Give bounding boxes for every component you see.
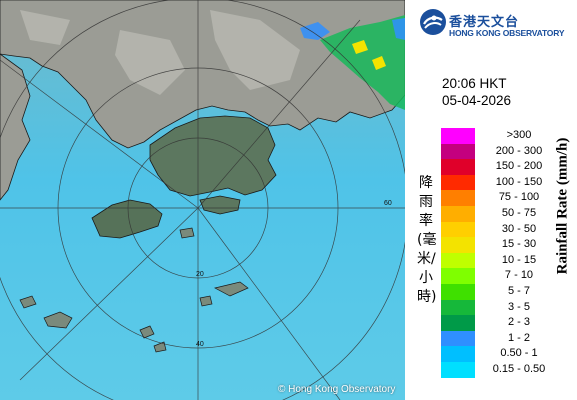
- org-name-en: HONG KONG OBSERVATORY: [449, 28, 565, 38]
- legend-swatch: [441, 283, 475, 300]
- legend-swatch: [441, 330, 475, 347]
- legend-label: 0.15 - 0.50: [492, 362, 546, 375]
- legend-swatch: [441, 174, 475, 191]
- legend-swatch: [441, 268, 475, 284]
- outlying-islands: [19, 227, 249, 353]
- hko-logo-icon: [420, 9, 446, 35]
- legend-swatch: [441, 237, 475, 253]
- rain-light-blue: [300, 18, 405, 40]
- legend-label: 0.50 - 1: [500, 347, 538, 360]
- legend-label: 2 - 3: [507, 316, 530, 329]
- legend-swatch: [441, 315, 475, 331]
- copyright-notice: © Hong Kong Observatory: [278, 384, 396, 395]
- legend-title-en: Rainfall Rate (mm/h): [554, 137, 571, 275]
- legend-swatch: [441, 128, 475, 144]
- range-label-20: 20: [196, 271, 204, 278]
- legend-label: 1 - 2: [507, 331, 530, 344]
- hong-kong-island: [199, 195, 241, 215]
- legend-label: 150 - 200: [495, 160, 543, 173]
- legend-label: >300: [506, 129, 532, 141]
- legend-label: 75 - 100: [498, 191, 540, 204]
- hko-logo: 香港天文台 HONG KONG OBSERVATORY: [419, 8, 569, 38]
- legend-swatches: [441, 128, 475, 378]
- timestamp-time: 20:06 HKT: [442, 76, 507, 91]
- org-name-zh: 香港天文台: [449, 15, 520, 30]
- hong-kong-core: [149, 115, 277, 197]
- radar-map: 20 40 60 © Hong Kong Observatory: [0, 0, 405, 400]
- legend-swatch: [441, 221, 475, 238]
- range-rings: [0, 0, 405, 400]
- lantau-island: [91, 199, 163, 239]
- range-label-60: 60: [384, 200, 392, 207]
- legend-label: 15 - 30: [501, 238, 537, 251]
- range-label-40: 40: [196, 341, 204, 348]
- rain-band-northeast: [320, 15, 405, 110]
- radar-map-canvas: 20 40 60: [0, 0, 405, 400]
- legend-swatch: [441, 252, 475, 269]
- timestamp-date: 05-04-2026: [442, 93, 512, 108]
- land-texture: [20, 10, 300, 95]
- legend-label: 100 - 150: [495, 175, 543, 188]
- legend-swatch: [441, 143, 475, 160]
- legend-label: 50 - 75: [501, 206, 537, 219]
- legend-swatch: [441, 346, 475, 362]
- legend-swatch: [441, 205, 475, 222]
- legend-swatch: [441, 190, 475, 206]
- legend-labels: >300 200 - 300 150 - 200 100 - 150 75 - 100 5…: [483, 128, 563, 378]
- rain-core-yellow: [352, 40, 386, 70]
- legend-swatch: [441, 299, 475, 316]
- legend-panel: 香港天文台 HONG KONG OBSERVATORY 20:06 HKT 05…: [405, 0, 577, 400]
- legend-title-zh: 降雨率(毫米/小時): [417, 175, 437, 305]
- legend-swatch: [441, 159, 475, 175]
- legend-label: 200 - 300: [495, 144, 543, 157]
- legend-label: 5 - 7: [507, 284, 530, 297]
- legend-label: 7 - 10: [504, 269, 534, 282]
- legend-label: 30 - 50: [501, 222, 537, 235]
- legend-swatch: [441, 361, 475, 378]
- legend-label: 3 - 5: [507, 300, 530, 313]
- legend-label: 10 - 15: [501, 253, 537, 266]
